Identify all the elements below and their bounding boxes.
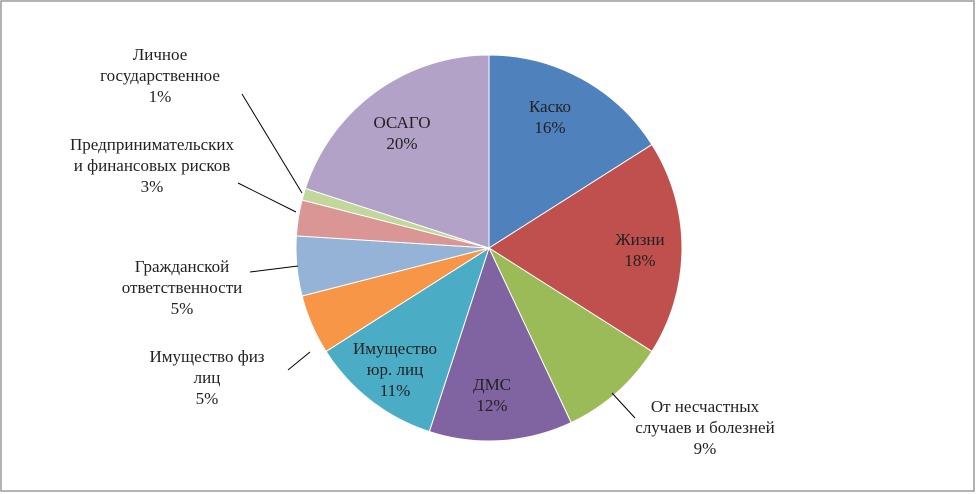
slice-label-line: От несчастных (651, 397, 760, 416)
pie-slice (488, 54, 653, 249)
leader-line (287, 351, 311, 371)
slice-label-line: и финансовых рисков (74, 156, 231, 175)
slice-label-line: Каско (529, 97, 571, 116)
slice-label-line: ДМС (473, 375, 511, 394)
leader-line (611, 392, 636, 419)
value-label: 18% (624, 251, 655, 270)
value-label: 1% (149, 87, 172, 106)
slice-label-line: Жизни (615, 230, 664, 249)
value-label: 9% (694, 439, 717, 458)
slice-label: ДМС (473, 375, 511, 394)
value-label: 5% (171, 299, 194, 318)
slice-label: Жизни (615, 230, 664, 249)
slice-label-line: Личное (133, 45, 188, 64)
slice-label-line: Имущество физ (149, 347, 264, 366)
leader-line (241, 93, 303, 194)
slice-label: Гражданской ответственности (122, 257, 242, 297)
value-label: 20% (386, 134, 417, 153)
slice-label-line: случаев и болезней (635, 418, 774, 437)
slice-label: Каско (529, 97, 571, 116)
pie-slice (428, 246, 572, 442)
slice-label: Имущество юр. лиц (353, 339, 437, 379)
value-label: 5% (196, 389, 219, 408)
value-label: 12% (476, 396, 507, 415)
pie-slice (488, 143, 683, 353)
slice-label: Предпринимательских и финансовых рисков (70, 135, 234, 175)
pie-slice (325, 246, 490, 433)
slice-label: Личное государственное (100, 45, 220, 85)
pie-slice (304, 54, 490, 249)
slice-label-line: Гражданской (135, 257, 229, 276)
leader-line (249, 265, 299, 273)
slice-label-line: лиц (194, 368, 221, 387)
slice-label: ОСАГО (374, 113, 431, 132)
leader-line (237, 182, 297, 213)
value-label: 3% (141, 177, 164, 196)
slice-label-line: ОСАГО (374, 113, 431, 132)
pie-slice (487, 246, 653, 424)
slice-label: От несчастных случаев и болезней (635, 397, 774, 437)
slice-label-line: Имущество (353, 339, 437, 358)
slice-label-line: государственное (100, 66, 220, 85)
slice-label-line: ответственности (122, 278, 242, 297)
slice-label: Имущество физ лиц (149, 347, 264, 387)
value-label: 16% (534, 118, 565, 137)
slice-label-line: Предпринимательских (70, 135, 234, 154)
value-label: 11% (380, 381, 411, 400)
slice-label-line: юр. лиц (367, 360, 423, 379)
